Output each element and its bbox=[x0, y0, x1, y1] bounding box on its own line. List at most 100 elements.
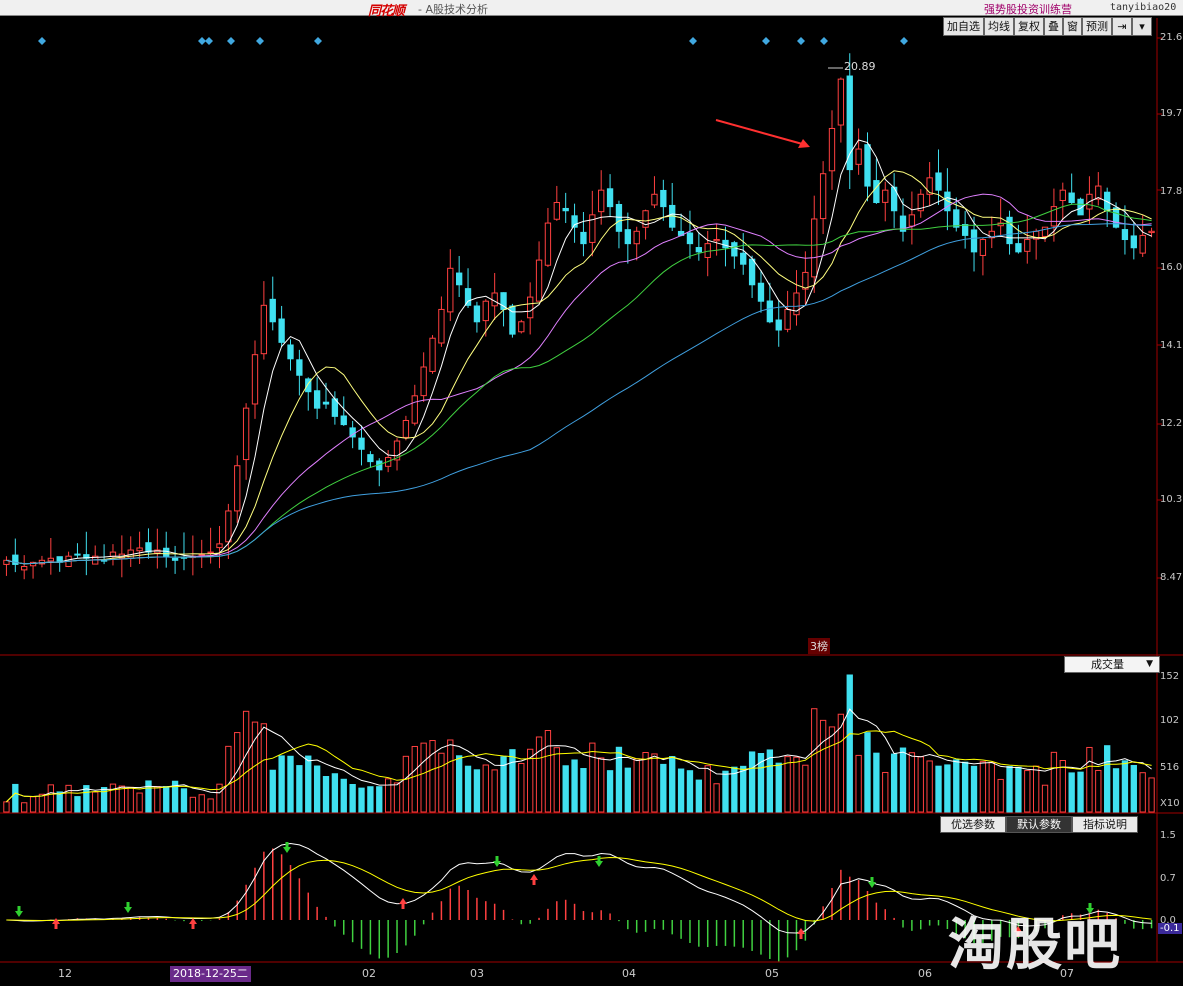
volume-bar bbox=[331, 773, 339, 813]
volume-tick: 102 bbox=[1160, 715, 1180, 726]
candle-down bbox=[296, 359, 303, 376]
volume-bar bbox=[784, 756, 791, 813]
volume-bar bbox=[624, 767, 631, 813]
tab-default-params[interactable]: 默认参数 bbox=[1006, 816, 1072, 833]
volume-bar bbox=[882, 771, 889, 813]
volume-bar bbox=[260, 723, 268, 813]
candle-down bbox=[731, 242, 738, 257]
volume-bar bbox=[935, 765, 942, 813]
candle-up bbox=[216, 543, 223, 549]
moving-average-button[interactable]: 均线 bbox=[984, 17, 1014, 36]
volume-bar bbox=[411, 745, 418, 813]
price-tick: 17.8 bbox=[1160, 186, 1183, 197]
tab-indicator-help[interactable]: 指标说明 bbox=[1072, 816, 1138, 833]
volume-bars bbox=[3, 674, 1155, 813]
buy-arrow-icon bbox=[797, 928, 805, 939]
volume-bar bbox=[225, 745, 232, 813]
volume-bar bbox=[677, 768, 685, 813]
volume-bar bbox=[553, 747, 560, 813]
candle-up bbox=[447, 267, 454, 313]
annotation-arrow-line bbox=[715, 119, 807, 146]
candle-down bbox=[846, 75, 853, 171]
volume-bar bbox=[367, 786, 374, 813]
candle-up bbox=[633, 230, 640, 245]
volume-bar bbox=[855, 754, 862, 813]
volume-bar bbox=[420, 742, 427, 813]
volume-bar bbox=[890, 753, 898, 813]
volume-bar bbox=[1032, 765, 1040, 813]
volume-bar bbox=[482, 764, 489, 813]
candle-up bbox=[793, 292, 800, 316]
buy-arrow-icon bbox=[530, 874, 538, 885]
candle-up bbox=[1095, 185, 1102, 200]
volume-bar bbox=[1112, 768, 1120, 813]
macd-tick: 1.5 bbox=[1160, 830, 1176, 841]
candle-up bbox=[855, 148, 862, 165]
candle-up bbox=[1139, 234, 1146, 254]
candle-down bbox=[757, 282, 765, 302]
forecast-button[interactable]: 预测 bbox=[1082, 17, 1112, 36]
volume-bar bbox=[127, 786, 134, 813]
candle-up bbox=[642, 210, 649, 228]
candle-up bbox=[136, 547, 143, 552]
candle-up bbox=[527, 296, 534, 319]
window-button[interactable]: 窗 bbox=[1063, 17, 1082, 36]
volume-bar bbox=[802, 764, 809, 813]
volume-tick: 516 bbox=[1160, 762, 1180, 773]
volume-bar bbox=[509, 749, 516, 813]
buy-arrow-icon bbox=[399, 898, 407, 909]
volume-bar bbox=[544, 730, 552, 813]
volume-bar bbox=[642, 751, 649, 813]
candle-down bbox=[455, 272, 463, 286]
ma30-line bbox=[6, 203, 1152, 565]
volume-ma-line bbox=[6, 708, 1152, 803]
volume-bar bbox=[1148, 777, 1155, 813]
signal-diamond bbox=[256, 37, 264, 45]
pin-right-icon[interactable]: ⇥ bbox=[1112, 17, 1132, 36]
candle-down bbox=[1006, 216, 1013, 245]
adjust-price-button[interactable]: 复权 bbox=[1014, 17, 1044, 36]
dropdown-icon[interactable]: ▾ bbox=[1132, 17, 1152, 36]
dif-line bbox=[6, 842, 1152, 934]
overlay-button[interactable]: 叠 bbox=[1044, 17, 1063, 36]
volume-bar bbox=[669, 756, 676, 813]
volume-bar bbox=[695, 779, 703, 813]
tab-optimized-params[interactable]: 优选参数 bbox=[940, 816, 1006, 833]
candle-down bbox=[580, 231, 587, 245]
signal-diamonds bbox=[38, 37, 908, 45]
volume-bar bbox=[296, 765, 303, 813]
volume-bar bbox=[651, 753, 658, 813]
volume-bar bbox=[216, 783, 223, 813]
volume-bar bbox=[757, 753, 765, 813]
volume-unit: X10 bbox=[1160, 798, 1180, 809]
volume-bar bbox=[713, 783, 720, 813]
candle-up bbox=[784, 308, 791, 330]
x-tick: 04 bbox=[622, 967, 636, 980]
candle-up bbox=[518, 321, 525, 333]
volume-bar bbox=[313, 765, 321, 813]
indicator-selector[interactable]: 成交量 ▼ bbox=[1064, 656, 1160, 673]
volume-bar bbox=[970, 765, 978, 813]
volume-bar bbox=[269, 769, 276, 813]
candle-down bbox=[615, 204, 623, 232]
candle-up bbox=[713, 239, 720, 242]
candle-down bbox=[864, 144, 871, 187]
x-tick: 12 bbox=[58, 967, 72, 980]
sell-arrow-icon bbox=[868, 877, 876, 888]
volume-bar bbox=[535, 736, 543, 813]
volume-bar bbox=[242, 710, 250, 813]
add-watchlist-button[interactable]: 加自选 bbox=[943, 17, 984, 36]
candle-down bbox=[961, 224, 969, 236]
buy-arrow-icon bbox=[1014, 926, 1022, 937]
volume-bar bbox=[402, 755, 410, 813]
sell-arrow-icon bbox=[283, 842, 291, 853]
moving-average-lines bbox=[6, 139, 1152, 565]
volume-bar bbox=[21, 802, 28, 813]
volume-bar bbox=[1086, 746, 1093, 813]
x-tick: 05 bbox=[765, 967, 779, 980]
candle-down bbox=[1112, 207, 1120, 228]
volume-bar bbox=[118, 785, 126, 813]
candle-up bbox=[260, 304, 268, 355]
volume-bar bbox=[722, 770, 729, 813]
